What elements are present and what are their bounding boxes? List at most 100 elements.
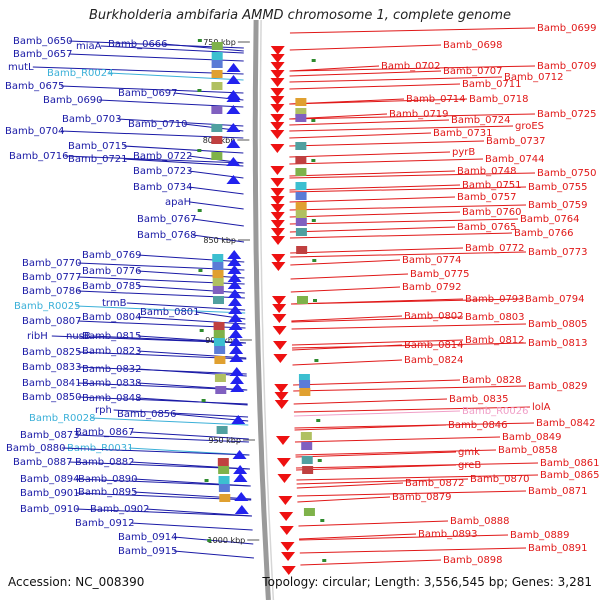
- reverse-gene-arrow[interactable]: [274, 384, 289, 393]
- annotation-tile[interactable]: [211, 124, 223, 132]
- forward-gene-arrow[interactable]: [228, 305, 243, 314]
- annotation-tile[interactable]: [295, 210, 307, 218]
- annotation-tile[interactable]: [295, 192, 307, 200]
- annotation-tile[interactable]: [215, 386, 227, 394]
- gene-label-left[interactable]: Bamb_0910: [20, 504, 80, 515]
- gene-label-right[interactable]: Bamb_R0026: [462, 406, 528, 417]
- annotation-tile[interactable]: [297, 296, 308, 304]
- forward-gene-arrow[interactable]: [232, 450, 247, 459]
- gene-label-right[interactable]: Bamb_0707: [443, 66, 503, 77]
- gene-label-left[interactable]: Bamb_0823: [82, 346, 142, 357]
- gene-label-right[interactable]: Bamb_0891: [528, 543, 588, 554]
- reverse-gene-arrow[interactable]: [271, 262, 286, 271]
- annotation-tile[interactable]: [211, 70, 223, 78]
- reverse-gene-arrow[interactable]: [270, 104, 285, 113]
- gene-label-left[interactable]: Bamb_0895: [78, 487, 138, 498]
- reverse-gene-arrow[interactable]: [270, 78, 285, 87]
- annotation-tile[interactable]: [295, 156, 307, 164]
- gene-label-left[interactable]: Bamb_0768: [137, 230, 197, 241]
- gene-label-left[interactable]: Bamb_0786: [22, 286, 82, 297]
- annotation-tile[interactable]: [218, 484, 230, 492]
- gene-label-right[interactable]: Bamb_0842: [536, 418, 596, 429]
- annotation-tile[interactable]: [211, 42, 223, 50]
- annotation-tile[interactable]: [299, 380, 311, 388]
- annotation-tile[interactable]: [212, 270, 224, 278]
- reverse-gene-arrow[interactable]: [274, 400, 289, 409]
- gene-label-right[interactable]: Bamb_0772: [465, 243, 525, 254]
- forward-gene-arrow[interactable]: [226, 63, 241, 72]
- gene-label-right[interactable]: Bamb_0813: [528, 338, 588, 349]
- gene-label-right[interactable]: Bamb_0774: [402, 255, 462, 266]
- gene-label-left[interactable]: Bamb_0841: [22, 378, 82, 389]
- gene-label-right[interactable]: Bamb_0829: [528, 381, 588, 392]
- gene-label-left[interactable]: Bamb_0914: [118, 532, 178, 543]
- gene-label-left[interactable]: Bamb_0825: [22, 347, 82, 358]
- gene-label-right[interactable]: greB: [458, 460, 481, 471]
- reverse-gene-arrow[interactable]: [270, 88, 285, 97]
- gene-label-left[interactable]: Bamb_0838: [82, 378, 142, 389]
- reverse-gene-arrow[interactable]: [270, 54, 285, 63]
- gene-label-left[interactable]: trmB: [102, 298, 127, 309]
- annotation-tile[interactable]: [295, 218, 307, 226]
- gene-label-left[interactable]: Bamb_0880: [6, 443, 66, 454]
- reverse-gene-arrow[interactable]: [270, 114, 285, 123]
- annotation-tile[interactable]: [212, 278, 224, 286]
- gene-label-right[interactable]: Bamb_0731: [433, 128, 493, 139]
- gene-label-right[interactable]: pyrB: [452, 147, 475, 158]
- forward-gene-arrow[interactable]: [233, 473, 248, 482]
- gene-label-left[interactable]: Bamb_0675: [5, 81, 65, 92]
- gene-label-left[interactable]: Bamb_0873: [20, 430, 80, 441]
- annotation-tile[interactable]: [211, 152, 223, 160]
- annotation-tile[interactable]: [212, 254, 224, 262]
- gene-label-left[interactable]: Bamb_0867: [75, 427, 135, 438]
- gene-label-left[interactable]: Bamb_0856: [117, 409, 177, 420]
- gene-label-right[interactable]: Bamb_0805: [528, 319, 588, 330]
- gene-label-right[interactable]: groES: [515, 121, 544, 132]
- forward-gene-arrow[interactable]: [234, 505, 249, 514]
- gene-label-left[interactable]: mutL: [8, 62, 34, 73]
- gene-label-left[interactable]: Bamb_0704: [5, 126, 65, 137]
- annotation-tile[interactable]: [219, 494, 231, 502]
- gene-label-left[interactable]: miaA: [76, 41, 102, 52]
- gene-label-right[interactable]: lolA: [532, 402, 551, 413]
- gene-label-right[interactable]: Bamb_0828: [462, 375, 522, 386]
- gene-label-left[interactable]: Bamb_0650: [13, 36, 73, 47]
- gene-label-right[interactable]: Bamb_0699: [537, 23, 597, 34]
- annotation-tile[interactable]: [303, 508, 315, 516]
- gene-label-left[interactable]: Bamb_0850: [22, 392, 82, 403]
- gene-label-left[interactable]: Bamb_R0025: [14, 301, 80, 312]
- forward-gene-arrow[interactable]: [226, 139, 241, 148]
- forward-gene-arrow[interactable]: [226, 157, 241, 166]
- gene-label-right[interactable]: Bamb_0865: [540, 470, 600, 481]
- gene-label-right[interactable]: Bamb_0698: [443, 40, 503, 51]
- gene-label-right[interactable]: Bamb_0719: [389, 109, 449, 120]
- gene-label-left[interactable]: Bamb_0710: [128, 119, 188, 130]
- annotation-tile[interactable]: [302, 466, 314, 474]
- forward-gene-arrow[interactable]: [227, 265, 242, 274]
- gene-label-left[interactable]: Bamb_0697: [118, 88, 178, 99]
- gene-label-left[interactable]: Bamb_0785: [82, 281, 142, 292]
- forward-gene-arrow[interactable]: [226, 105, 241, 114]
- gene-label-left[interactable]: ribH: [27, 331, 48, 342]
- gene-label-right[interactable]: Bamb_0775: [410, 269, 470, 280]
- gene-label-left[interactable]: Bamb_R0028: [29, 413, 95, 424]
- reverse-gene-arrow[interactable]: [270, 62, 285, 71]
- gene-label-right[interactable]: Bamb_0755: [528, 182, 588, 193]
- gene-label-right[interactable]: Bamb_0760: [462, 207, 522, 218]
- gene-label-left[interactable]: Bamb_0912: [75, 518, 135, 529]
- gene-label-right[interactable]: Bamb_0744: [485, 154, 545, 165]
- gene-label-right[interactable]: Bamb_0849: [502, 432, 562, 443]
- gene-label-left[interactable]: Bamb_0832: [82, 364, 142, 375]
- annotation-tile[interactable]: [214, 356, 226, 364]
- reverse-gene-arrow[interactable]: [273, 354, 288, 363]
- gene-label-left[interactable]: Bamb_0776: [82, 266, 142, 277]
- gene-label-left[interactable]: Bamb_0767: [137, 214, 197, 225]
- gene-label-right[interactable]: Bamb_0766: [514, 228, 574, 239]
- gene-label-right[interactable]: Bamb_0858: [498, 445, 558, 456]
- forward-gene-arrow[interactable]: [226, 75, 241, 84]
- reverse-gene-arrow[interactable]: [275, 436, 290, 445]
- gene-label-left[interactable]: Bamb_0703: [62, 114, 122, 125]
- gene-label-left[interactable]: Bamb_0722: [133, 151, 193, 162]
- gene-label-right[interactable]: Bamb_0814: [404, 340, 464, 351]
- annotation-tile[interactable]: [301, 456, 313, 464]
